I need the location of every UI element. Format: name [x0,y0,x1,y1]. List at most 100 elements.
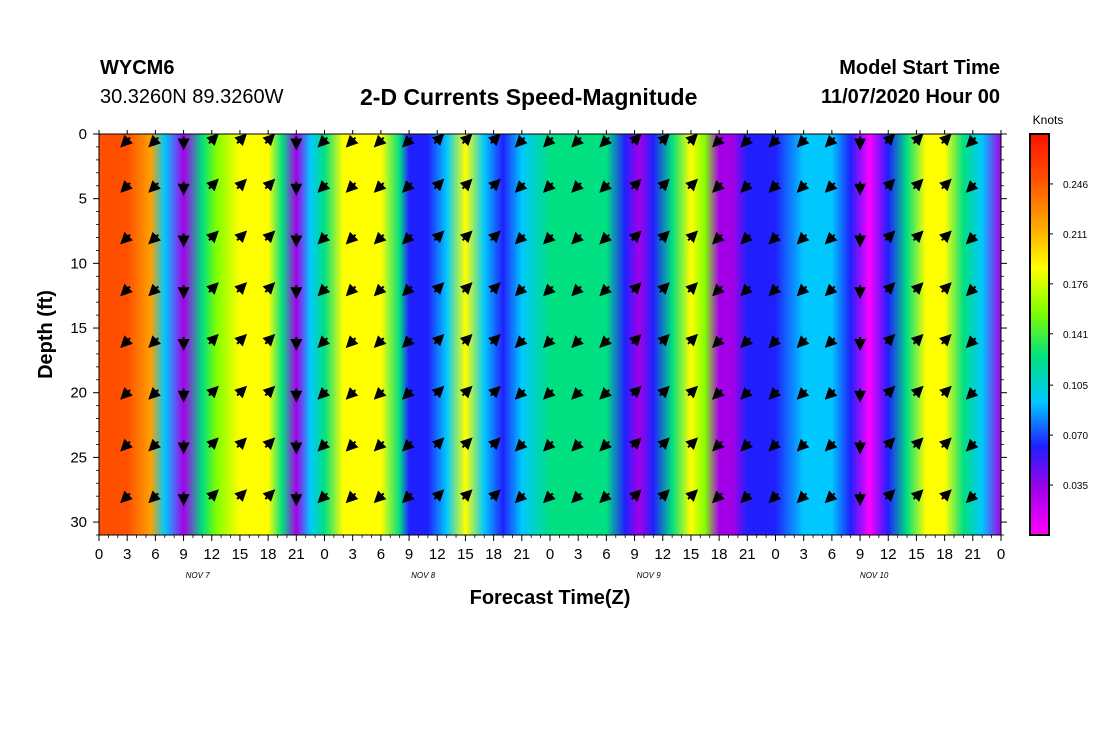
x-tick-label: 9 [179,546,187,563]
current-vector [939,333,952,347]
current-vector [317,231,331,245]
current-vector [120,180,133,193]
current-vector [488,178,501,192]
current-vector [373,283,387,297]
current-vector [599,134,612,148]
current-vector [317,438,331,452]
current-vector [401,387,415,400]
current-vector [459,489,473,502]
x-tick-label: 0 [95,546,103,563]
current-vector [401,283,415,297]
current-vector [345,335,359,349]
current-vector [148,335,161,349]
current-vector [599,180,612,193]
current-vector [910,282,924,295]
current-vector [120,231,133,245]
current-vector [599,490,612,504]
current-vector [796,283,810,297]
current-vector [206,178,219,192]
current-vector [514,283,528,297]
current-vector [459,333,473,347]
current-vector [939,437,952,451]
current-vector [910,333,924,347]
current-vector [262,133,276,147]
x-tick-label: 0 [546,546,554,563]
current-vector [431,178,445,192]
current-vector [542,134,556,148]
current-vector [120,387,133,400]
current-vector [657,489,670,502]
current-vector [824,490,838,504]
current-vector [712,490,725,504]
current-vector [939,178,952,192]
y-tick-label: 15 [70,320,87,337]
current-vector [234,385,248,399]
x-tick-label: 12 [203,546,220,563]
current-vector [206,333,219,347]
current-vector [459,437,473,451]
current-vector [488,385,501,399]
current-vector [431,437,445,451]
current-vector [910,385,924,399]
heatmap-area [99,134,1001,535]
x-tick-label: 15 [457,546,474,563]
current-vector [234,333,248,347]
current-vector [768,438,782,452]
colorbar-tick-label: 0.141 [1063,330,1088,341]
x-tick-label: 18 [936,546,953,563]
current-vector [234,437,248,451]
current-vector [571,231,584,245]
current-vector [796,134,810,148]
current-vector [768,335,782,349]
current-vector [882,133,896,147]
x-tick-label: 0 [771,546,779,563]
current-vector [628,333,642,347]
current-vector [401,134,415,148]
current-vector [459,133,473,147]
current-vector [712,231,725,245]
current-vectors [120,133,979,507]
current-vector [373,335,387,349]
current-vector [206,489,219,502]
colorbar-scale [1029,133,1050,536]
current-vector [542,387,556,400]
current-vector [939,133,952,147]
current-vector [431,133,445,147]
current-vector [148,180,161,193]
current-vector [685,230,699,244]
current-vector [571,387,584,400]
model-start-label: Model Start Time [839,57,1000,79]
x-tick-label: 6 [828,546,836,563]
current-vector [657,437,670,451]
current-vector [685,133,699,147]
current-vector [317,335,331,349]
current-vector [965,387,979,400]
x-tick-label: 15 [232,546,249,563]
current-vector [317,490,331,504]
current-vector [431,333,445,347]
x-tick-label: 6 [151,546,159,563]
current-vector [796,490,810,504]
heatmap-field [99,134,1001,535]
current-vector [910,489,924,502]
current-vector [628,282,642,295]
current-vector [206,282,219,295]
x-tick-label: 0 [320,546,328,563]
y-tick-label: 30 [70,514,87,531]
current-vector [599,335,612,349]
current-vector [939,282,952,295]
current-vector [740,387,753,400]
current-vector [965,335,979,349]
colorbar: Knots 0.246 0.211 0.176 0.141 0.105 0.070 0.035 [1029,113,1088,536]
current-vector [882,282,896,295]
current-vector [120,438,133,452]
current-vector [657,282,670,295]
colorbar-tick-label: 0.070 [1063,431,1088,442]
current-vector [712,438,725,452]
current-vector [824,283,838,297]
current-vector [965,283,979,297]
current-vector [120,283,133,297]
current-vector [740,335,753,349]
current-vector [824,180,838,193]
